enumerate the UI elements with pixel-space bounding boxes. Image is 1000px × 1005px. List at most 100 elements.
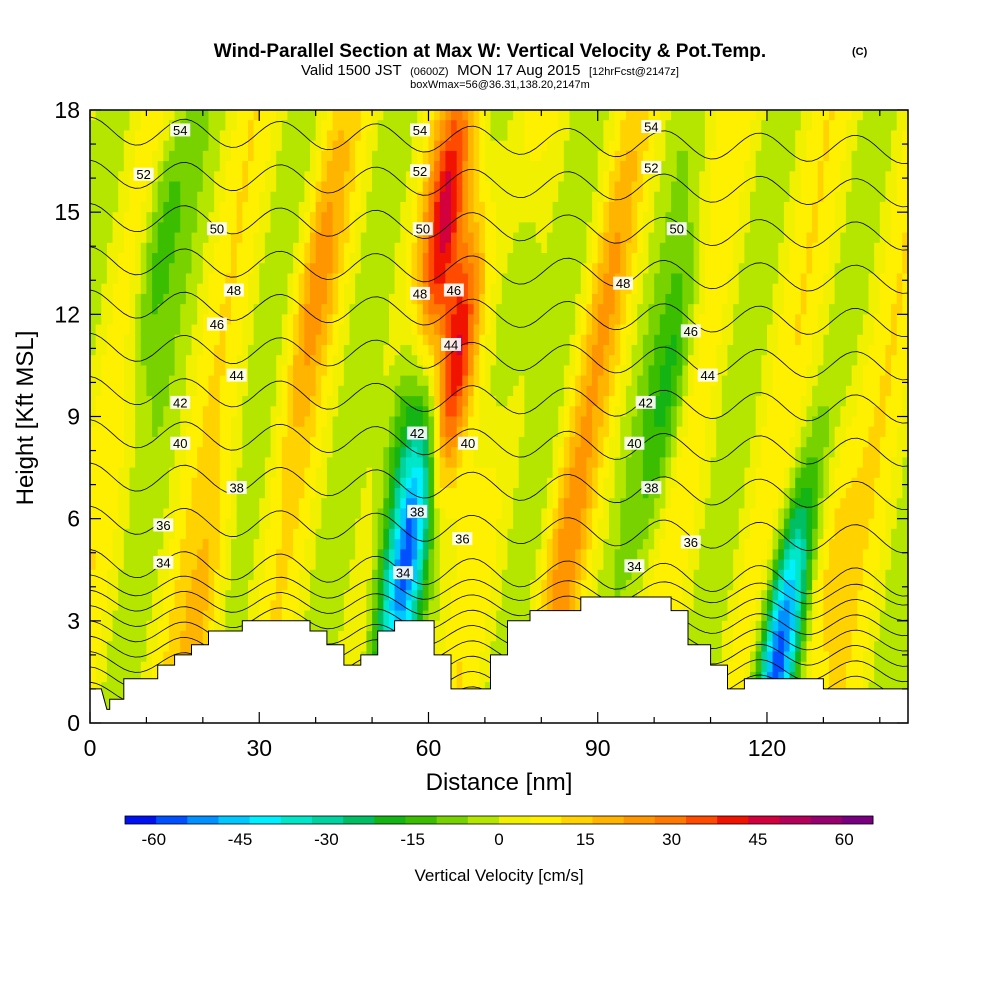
velocity-cell [197,569,204,581]
velocity-cell [106,273,114,285]
velocity-cell [451,181,458,193]
velocity-cell [95,263,102,275]
velocity-cell [343,447,351,458]
velocity-cell [518,457,525,469]
velocity-cell [394,140,401,152]
velocity-cell [118,273,125,285]
velocity-cell [541,212,548,223]
velocity-cell [377,518,384,530]
velocity-cell [496,324,503,336]
velocity-cell [129,641,136,653]
velocity-cell [400,579,407,591]
velocity-cell [259,324,266,336]
velocity-cell [197,579,204,591]
velocity-cell [434,161,441,172]
velocity-cell [276,396,283,407]
velocity-cell [321,569,328,581]
velocity-cell [411,579,418,591]
velocity-cell [405,283,413,295]
velocity-cell [236,498,243,510]
velocity-cell [174,559,181,571]
velocity-cell [247,191,255,203]
velocity-cell [219,498,226,510]
velocity-cell [253,181,260,193]
velocity-cell [530,559,537,571]
velocity-cell [541,498,548,510]
velocity-cell [264,436,272,448]
velocity-cell [456,682,463,693]
velocity-cell [174,457,181,469]
velocity-cell [231,426,238,438]
velocity-cell [214,385,221,397]
velocity-cell [264,191,272,203]
velocity-cell [259,498,266,510]
velocity-cell [146,120,153,132]
velocity-cell [129,579,136,591]
velocity-cell [372,191,379,203]
velocity-cell [219,344,226,356]
velocity-cell [445,528,452,540]
velocity-cell [298,181,305,193]
velocity-cell [338,416,345,428]
velocity-cell [355,150,362,162]
velocity-cell [479,150,486,162]
velocity-cell [112,590,119,601]
velocity-cell [411,140,418,152]
velocity-cell [530,385,537,397]
velocity-cell [388,508,396,520]
velocity-cell [524,140,531,152]
velocity-cell [518,150,525,162]
velocity-cell [304,314,311,326]
velocity-cell [242,191,249,203]
velocity-cell [242,273,249,285]
velocity-cell [456,641,463,653]
velocity-cell [400,242,407,254]
velocity-cell [411,365,418,377]
velocity-cell [310,293,317,305]
velocity-cell [264,549,272,561]
velocity-cell [191,130,198,142]
velocity-cell [112,191,119,203]
velocity-cell [445,293,452,305]
velocity-cell [123,416,131,428]
velocity-cell [355,365,362,377]
velocity-cell [439,283,447,295]
velocity-cell [332,232,339,244]
velocity-cell [377,263,384,275]
velocity-cell [253,222,260,234]
velocity-cell [462,110,469,121]
velocity-cell [462,130,469,142]
velocity-cell [123,498,131,510]
velocity-cell [518,201,525,213]
velocity-cell [467,140,475,152]
velocity-cell [197,232,204,244]
velocity-cell [445,590,452,601]
velocity-cell [428,171,435,183]
velocity-cell [106,600,114,612]
velocity-cell [377,304,384,315]
velocity-cell [383,385,390,397]
velocity-cell [191,385,198,397]
velocity-cell [338,396,345,407]
velocity-cell [293,304,300,315]
velocity-cell [293,508,300,520]
velocity-cell [270,120,277,132]
velocity-cell [304,253,311,264]
velocity-cell [360,110,368,121]
velocity-cell [168,406,176,418]
velocity-cell [507,559,514,571]
velocity-cell [349,631,356,642]
velocity-cell [400,273,407,285]
velocity-cell [321,549,328,561]
velocity-cell [236,324,243,336]
velocity-cell [456,212,463,223]
velocity-cell [264,416,272,428]
velocity-cell [552,498,559,510]
velocity-cell [247,232,255,244]
velocity-cell [332,120,339,132]
velocity-cell [140,549,148,561]
velocity-cell [507,201,514,213]
velocity-cell [372,110,379,121]
velocity-cell [157,181,164,193]
velocity-cell [518,130,525,142]
